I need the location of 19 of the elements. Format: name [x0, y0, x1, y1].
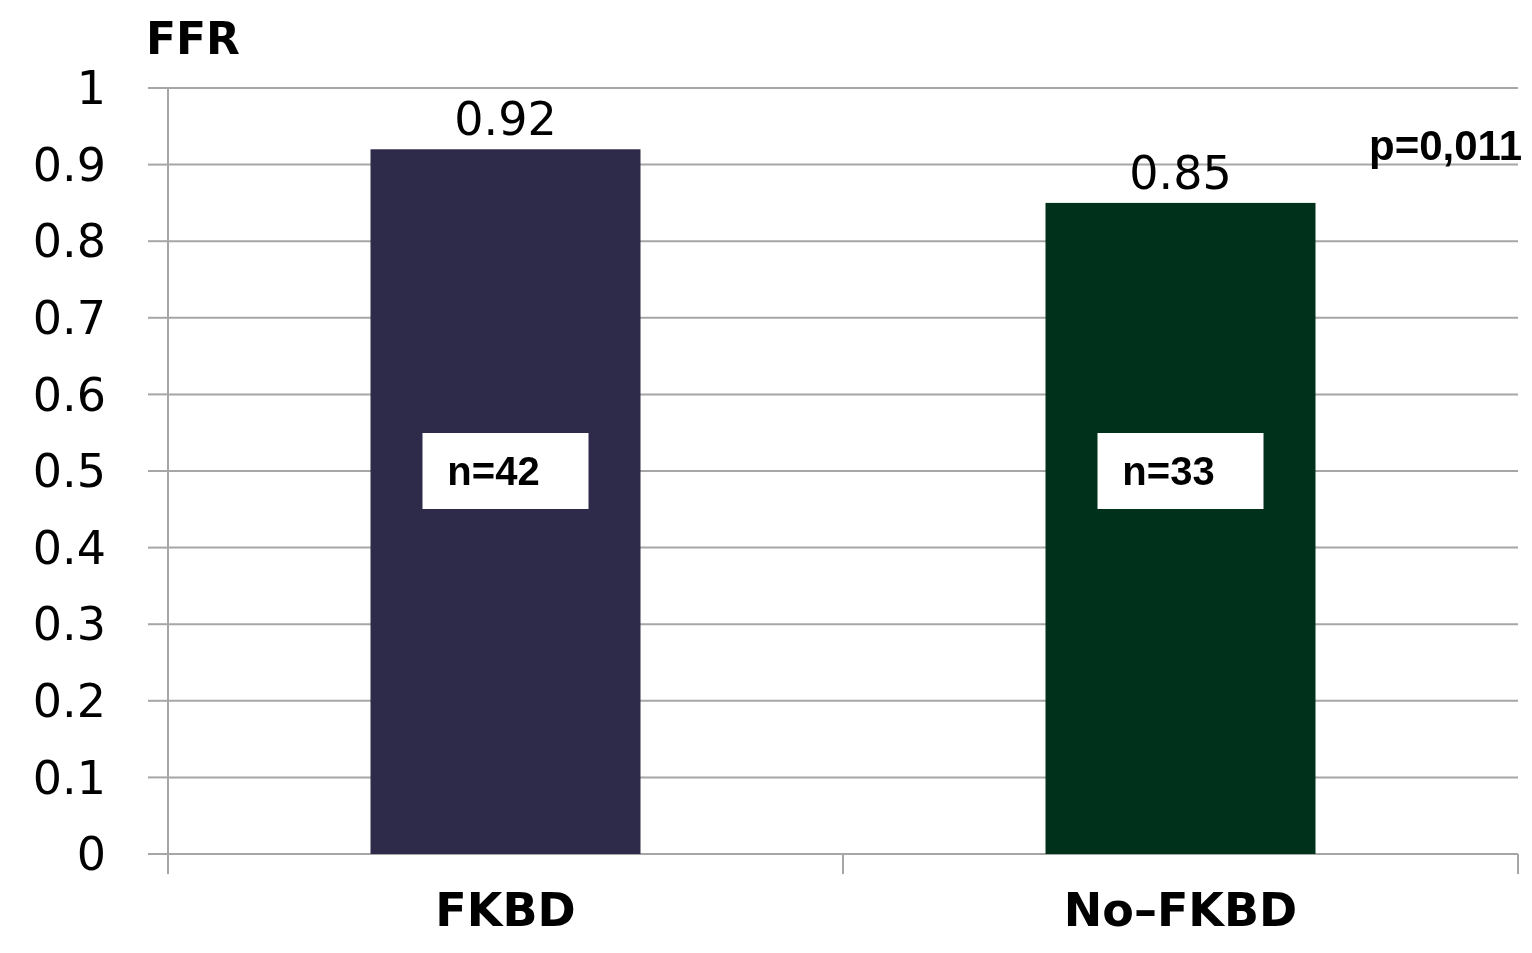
- y-tick-label: 1: [76, 61, 106, 116]
- y-tick-label: 0.5: [32, 444, 106, 499]
- y-tick-label: 0.8: [32, 214, 106, 269]
- annotation: p=0,011: [1369, 122, 1522, 169]
- data-label: 0.85: [1129, 145, 1232, 200]
- data-label: 0.92: [454, 92, 557, 147]
- y-tick-label: 0: [76, 827, 106, 882]
- y-axis-title: FFR: [146, 13, 240, 64]
- y-tick-label: 0.2: [32, 673, 106, 728]
- y-tick-label: 0.1: [32, 750, 106, 805]
- annotation: n=33: [1122, 449, 1215, 493]
- annotation: n=42: [447, 449, 540, 493]
- y-tick-label: 0.3: [32, 597, 106, 652]
- y-tick-label: 0.7: [32, 290, 106, 345]
- y-tick-label: 0.4: [32, 520, 106, 575]
- x-tick-label: FKBD: [435, 883, 576, 937]
- x-tick-label: No–FKBD: [1063, 883, 1298, 937]
- y-tick-label: 0.9: [32, 137, 106, 192]
- y-tick-label: 0.6: [32, 367, 106, 422]
